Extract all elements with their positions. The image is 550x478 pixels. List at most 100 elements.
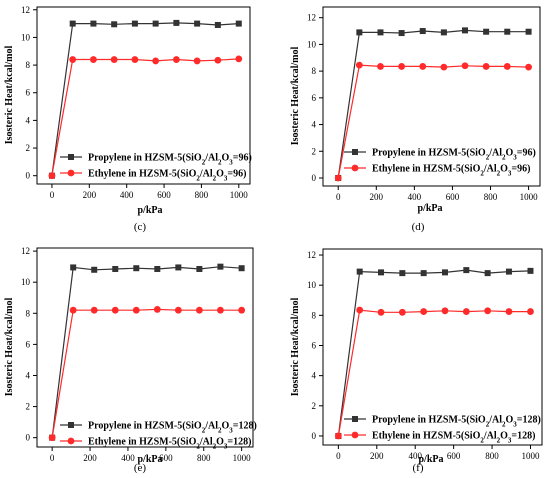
- x-tick-label: 800: [485, 451, 499, 461]
- data-point: [505, 308, 513, 315]
- x-tick-label: 0: [336, 451, 341, 461]
- series-ethylene: [48, 55, 243, 180]
- y-tick-label: 2: [26, 143, 31, 153]
- panel-caption: (e): [134, 462, 147, 474]
- y-tick-label: 12: [307, 250, 316, 260]
- data-point: [69, 56, 77, 63]
- y-tick-label: 0: [312, 431, 317, 441]
- legend-marker: [68, 422, 74, 428]
- legend-marker: [67, 169, 75, 177]
- series-line: [51, 266, 242, 438]
- data-point: [152, 57, 160, 65]
- data-point: [217, 263, 224, 270]
- data-point: [355, 61, 363, 69]
- y-tick-label: 12: [21, 246, 30, 256]
- data-point: [70, 264, 77, 271]
- y-tick-label: 12: [307, 13, 316, 23]
- y-tick-label: 6: [26, 339, 31, 349]
- x-tick-label: 400: [408, 192, 422, 202]
- y-tick-label: 10: [21, 32, 31, 42]
- data-point: [131, 20, 138, 27]
- data-point: [154, 265, 161, 272]
- data-point: [91, 266, 98, 273]
- data-point: [398, 63, 406, 70]
- legend: Propylene in HZSM-5(SiO2/Al2O3=96) Ethyle…: [60, 153, 252, 183]
- y-tick-label: 12: [21, 5, 30, 15]
- data-point: [131, 56, 139, 63]
- x-tick-label: 0: [50, 190, 55, 200]
- chart-panel-d: 0 200 400 600 800 1000 0 2 4 6 8 10 12 p/kPa Isosteric…: [290, 6, 541, 233]
- data-point: [461, 62, 469, 70]
- data-point: [356, 306, 364, 314]
- y-axis-title: Isosteric Heat/kcal/mol: [4, 297, 15, 396]
- y-tick-label: 6: [312, 93, 317, 103]
- y-axis-title: Isosteric Heat/kcal/mol: [290, 297, 301, 396]
- series-line: [51, 22, 239, 176]
- y-tick-label: 8: [26, 308, 31, 318]
- data-point: [90, 56, 97, 63]
- x-axis-title: p/kPa: [418, 454, 443, 465]
- data-point: [235, 55, 243, 63]
- x-tick-label: 400: [120, 190, 134, 200]
- legend: Propylene in HZSM-5(SiO2/Al2O3=128) Ethyl…: [60, 421, 257, 451]
- panel-caption: (c): [134, 221, 147, 233]
- series-ethylene: [334, 306, 534, 440]
- data-point: [463, 267, 470, 274]
- series-propylene: [49, 263, 245, 441]
- legend-label: Propylene in HZSM-5(SiO2/Al2O3=128): [372, 415, 541, 429]
- series-line: [337, 64, 529, 179]
- data-point: [334, 174, 342, 182]
- x-tick-label: 1000: [521, 451, 540, 461]
- y-tick-label: 8: [312, 66, 317, 76]
- data-point: [48, 172, 56, 180]
- legend-marker: [352, 149, 358, 155]
- data-point: [399, 270, 406, 277]
- x-axis-title: p/kPa: [417, 203, 442, 214]
- data-point: [112, 265, 119, 272]
- legend-marker: [351, 431, 359, 439]
- chart-panel-c: 0 200 400 600 800 1000 0 2 4 6 8 10 12 p/kPa Isosteric…: [4, 5, 252, 233]
- data-point: [111, 21, 118, 28]
- series-line: [337, 29, 529, 179]
- x-tick-label: 0: [336, 192, 341, 202]
- legend-label: Ethylene in HZSM-5(SiO2/Al2O3=128): [88, 437, 251, 451]
- series-line: [51, 58, 239, 176]
- x-tick-label: 0: [50, 453, 55, 463]
- series-ethylene: [334, 61, 532, 182]
- y-axis-title: Isosteric Heat/kcal/mol: [290, 46, 301, 145]
- series-ethylene: [48, 306, 246, 442]
- legend-marker: [351, 164, 359, 172]
- y-tick-label: 2: [26, 402, 31, 412]
- data-point: [69, 306, 77, 314]
- panel-caption: (d): [412, 221, 425, 233]
- data-point: [398, 30, 405, 37]
- data-point: [238, 265, 245, 272]
- data-point: [152, 20, 159, 27]
- plot-frame: [36, 6, 251, 185]
- x-tick-label: 400: [408, 451, 422, 461]
- chart-panel-e: 0 200 400 600 800 1000 0 2 4 6 8 10 12 p/kPa Isosteric…: [4, 246, 257, 474]
- x-tick-label: 400: [121, 453, 135, 463]
- data-point: [378, 269, 385, 276]
- legend-label: Ethylene in HZSM-5(SiO2/Al2O3=96): [88, 169, 246, 183]
- chart-panel-f: 0 200 400 600 800 1000 0 2 4 6 8 10 12 p/kPa Isosteric…: [290, 248, 543, 474]
- x-tick-label: 600: [157, 190, 171, 200]
- data-point: [525, 63, 532, 71]
- plot-frame: [322, 6, 541, 187]
- data-point: [527, 267, 534, 274]
- data-point: [527, 308, 534, 315]
- y-tick-label: 2: [312, 401, 317, 411]
- data-point: [505, 268, 512, 275]
- x-tick-label: 600: [447, 451, 461, 461]
- x-tick-label: 1000: [520, 192, 539, 202]
- y-tick-label: 10: [21, 277, 31, 287]
- data-point: [377, 308, 385, 316]
- data-point: [356, 29, 363, 36]
- data-point: [235, 20, 242, 27]
- y-tick-label: 2: [312, 146, 317, 156]
- data-point: [483, 28, 490, 35]
- data-point: [441, 269, 448, 276]
- data-point: [334, 432, 342, 440]
- data-point: [440, 29, 447, 36]
- y-tick-label: 4: [26, 115, 31, 125]
